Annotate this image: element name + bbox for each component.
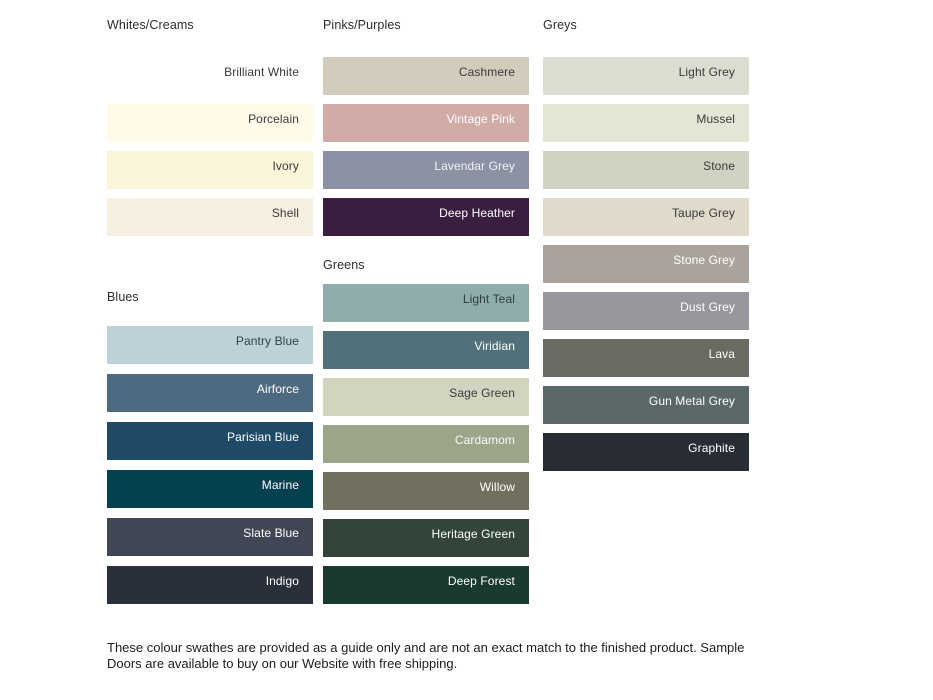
footer-line-2: Doors are available to buy on our Websit… (107, 655, 458, 671)
swatch-light-teal: Light Teal (323, 284, 529, 322)
swatch-label: Porcelain (248, 112, 299, 126)
swatch-label: Deep Forest (447, 574, 515, 588)
swatch-mussel: Mussel (543, 104, 749, 142)
swatch-taupe-grey: Taupe Grey (543, 198, 749, 236)
swatch-heritage-green: Heritage Green (323, 519, 529, 557)
swatch-label: Sage Green (449, 386, 515, 400)
swatch-label: Deep Heather (439, 206, 515, 220)
swatch-label: Dust Grey (680, 300, 735, 314)
swatch-stack-greens: Light Teal Viridian Sage Green Cardamom Will… (323, 284, 529, 604)
swatch-label: Willow (479, 480, 515, 494)
swatch-label: Airforce (256, 382, 299, 396)
swatch-indigo: Indigo (107, 566, 313, 604)
swatch-stack-pinks-purples: Cashmere Vintage Pink Lavendar Grey Deep He… (323, 57, 529, 236)
swatch-cardamom: Cardamom (323, 425, 529, 463)
swatch-graphite: Graphite (543, 433, 749, 471)
swatch-label: Taupe Grey (671, 206, 735, 220)
swatch-deep-heather: Deep Heather (323, 198, 529, 236)
swatch-ivory: Ivory (107, 151, 313, 189)
swatch-label: Stone Grey (673, 253, 735, 267)
section-pinks-purples: Pinks/Purples Cashmere Vintage Pink Lavenda… (323, 18, 529, 236)
swatch-vintage-pink: Vintage Pink (323, 104, 529, 142)
swatch-label: Viridian (474, 339, 515, 353)
swatch-lavendar-grey: Lavendar Grey (323, 151, 529, 189)
swatch-label: Marine (261, 478, 299, 492)
section-title-whites-creams: Whites/Creams (107, 18, 194, 32)
swatch-viridian: Viridian (323, 331, 529, 369)
swatch-label: Stone (703, 159, 735, 173)
swatch-pantry-blue: Pantry Blue (107, 326, 313, 364)
swatch-label: Slate Blue (243, 526, 299, 540)
section-title-greys: Greys (543, 18, 577, 32)
swatch-label: Gun Metal Grey (648, 394, 735, 408)
swatch-label: Shell (271, 206, 299, 220)
swatch-slate-blue: Slate Blue (107, 518, 313, 556)
swatch-label: Light Teal (462, 292, 515, 306)
swatch-shell: Shell (107, 198, 313, 236)
swatch-stone: Stone (543, 151, 749, 189)
swatch-stone-grey: Stone Grey (543, 245, 749, 283)
swatch-dust-grey: Dust Grey (543, 292, 749, 330)
swatch-cashmere: Cashmere (323, 57, 529, 95)
swatch-label: Lavendar Grey (434, 159, 515, 173)
section-title-blues: Blues (107, 290, 139, 304)
swatch-willow: Willow (323, 472, 529, 510)
swatch-label: Cardamom (454, 433, 515, 447)
swatch-label: Brilliant White (224, 65, 299, 79)
section-blues: Blues Pantry Blue Airforce Parisian Blue Mar… (107, 290, 313, 604)
footer-line-1: These colour swathes are provided as a g… (107, 640, 745, 655)
swatch-label: Pantry Blue (235, 334, 299, 348)
swatch-label: Vintage Pink (446, 112, 515, 126)
swatch-label: Heritage Green (431, 527, 515, 541)
swatch-deep-forest: Deep Forest (323, 566, 529, 604)
swatch-sage-green: Sage Green (323, 378, 529, 416)
swatch-label: Mussel (696, 112, 735, 126)
section-whites-creams: Whites/Creams Brilliant White Porcelain Ivo… (107, 18, 313, 236)
swatch-porcelain: Porcelain (107, 104, 313, 142)
swatch-label: Lava (708, 347, 735, 361)
section-greys: Greys Light Grey Mussel Stone Taupe Grey Ston… (543, 18, 749, 471)
swatch-marine: Marine (107, 470, 313, 508)
swatch-lava: Lava (543, 339, 749, 377)
swatch-stack-blues: Pantry Blue Airforce Parisian Blue Marine Sl… (107, 326, 313, 604)
section-title-pinks-purples: Pinks/Purples (323, 18, 401, 32)
section-title-greens: Greens (323, 258, 365, 272)
swatch-label: Parisian Blue (226, 430, 299, 444)
swatch-parisian-blue: Parisian Blue (107, 422, 313, 460)
swatch-brilliant-white: Brilliant White (107, 57, 313, 95)
section-greens: Greens Light Teal Viridian Sage Green Cardam… (323, 258, 529, 604)
swatch-light-grey: Light Grey (543, 57, 749, 95)
swatch-stack-whites-creams: Brilliant White Porcelain Ivory Shell (107, 57, 313, 236)
swatch-label: Light Grey (678, 65, 735, 79)
swatch-airforce: Airforce (107, 374, 313, 412)
swatch-label: Cashmere (458, 65, 515, 79)
swatch-stack-greys: Light Grey Mussel Stone Taupe Grey Stone Gre… (543, 57, 749, 471)
footer-note: These colour swathes are provided as a g… (107, 640, 807, 671)
swatch-label: Indigo (265, 574, 299, 588)
swatch-gun-metal-grey: Gun Metal Grey (543, 386, 749, 424)
swatch-label: Graphite (688, 441, 735, 455)
swatch-label: Ivory (272, 159, 299, 173)
